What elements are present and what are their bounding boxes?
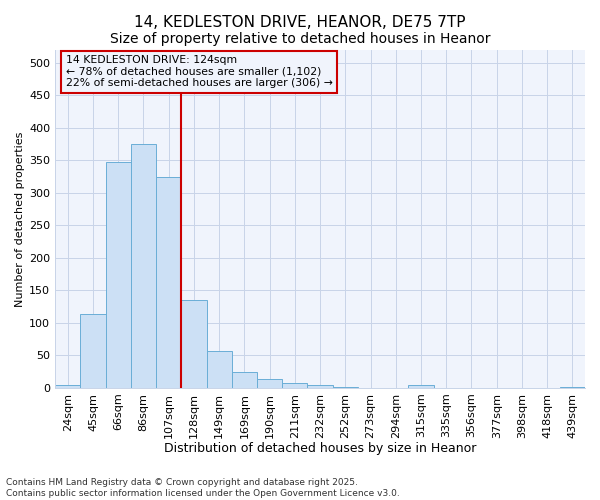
- Text: Size of property relative to detached houses in Heanor: Size of property relative to detached ho…: [110, 32, 490, 46]
- Text: 14 KEDLESTON DRIVE: 124sqm
← 78% of detached houses are smaller (1,102)
22% of s: 14 KEDLESTON DRIVE: 124sqm ← 78% of deta…: [66, 55, 332, 88]
- Bar: [206, 351, 232, 388]
- Bar: [257, 379, 282, 388]
- Bar: [409, 384, 434, 388]
- Bar: [332, 386, 358, 388]
- Bar: [55, 384, 80, 388]
- Text: 14, KEDLESTON DRIVE, HEANOR, DE75 7TP: 14, KEDLESTON DRIVE, HEANOR, DE75 7TP: [134, 15, 466, 30]
- Bar: [560, 386, 585, 388]
- Bar: [232, 372, 257, 388]
- Bar: [307, 384, 332, 388]
- Bar: [106, 162, 131, 388]
- Bar: [181, 300, 206, 388]
- Bar: [131, 144, 156, 388]
- X-axis label: Distribution of detached houses by size in Heanor: Distribution of detached houses by size …: [164, 442, 476, 455]
- Bar: [282, 382, 307, 388]
- Y-axis label: Number of detached properties: Number of detached properties: [15, 131, 25, 306]
- Bar: [156, 176, 181, 388]
- Text: Contains HM Land Registry data © Crown copyright and database right 2025.
Contai: Contains HM Land Registry data © Crown c…: [6, 478, 400, 498]
- Bar: [80, 314, 106, 388]
